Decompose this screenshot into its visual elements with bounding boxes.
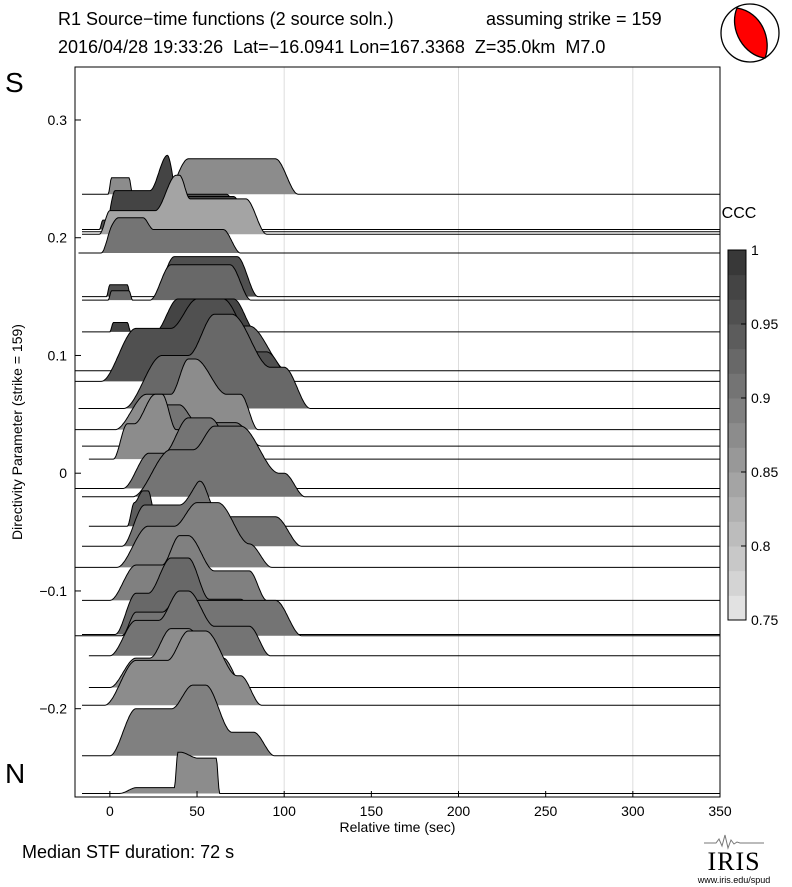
stf-trace-line: [82, 751, 720, 794]
stf-trace-line: [75, 417, 720, 489]
stf-trace-line: [75, 298, 720, 382]
colorbar-level: [728, 299, 746, 325]
plot-axes: 0 50 100 150 200 250 300 350 Relative time (sec)…: [9, 66, 732, 835]
colorbar-label: CCC: [722, 205, 757, 222]
iris-logo-text: IRIS: [707, 847, 761, 876]
event-info: 2016/04/28 19:33:26 Lat=−16.0941 Lon=167…: [58, 37, 606, 57]
x-tick-label: 100: [273, 803, 297, 819]
colorbar-tick-label: 1: [751, 242, 759, 258]
colorbar-level: [728, 496, 746, 522]
colorbar-tick-label: 0.95: [751, 316, 778, 332]
plot-frame: [74, 66, 721, 798]
stf-trace-line: [82, 480, 720, 547]
stf-trace-fill: [82, 631, 720, 706]
stf-trace-line: [82, 193, 720, 230]
stf-trace-line: [75, 502, 720, 568]
stf-trace-fill: [82, 685, 720, 756]
focal-compression-lobe: [733, 7, 768, 59]
stf-trace-line: [82, 684, 720, 757]
colorbar-level: [728, 348, 746, 374]
y-tick-label: 0.3: [48, 112, 68, 128]
iris-url[interactable]: www.iris.edu/spud: [697, 875, 771, 885]
colorbar-level: [728, 570, 746, 596]
stf-trace-line: [82, 158, 720, 195]
north-label: N: [5, 758, 26, 789]
stf-trace-fill: [78, 217, 720, 253]
focal-mechanism-icon: [720, 3, 780, 63]
stf-trace-fill: [82, 426, 720, 497]
colorbar-level: [728, 324, 746, 350]
colorbar-level: [728, 546, 746, 572]
colorbar-tick-label: 0.9: [751, 390, 771, 406]
colorbar-level: [728, 398, 746, 424]
colorbar-level: [728, 521, 746, 547]
strike-assumption: assuming strike = 159: [486, 9, 662, 29]
colorbar-level: [728, 472, 746, 498]
stf-traces: [75, 154, 720, 794]
stf-trace-fill: [82, 752, 720, 794]
colorbar-tick-label: 0.85: [751, 464, 778, 480]
colorbar-tick-label: 0.8: [751, 538, 771, 554]
stf-trace-fill: [88, 591, 720, 656]
colorbar-level: [728, 274, 746, 300]
stf-trace-fill: [75, 502, 720, 568]
stf-trace-line: [82, 256, 720, 298]
x-tick-label: 0: [106, 803, 114, 819]
iris-logo[interactable]: IRIS www.iris.edu/spud: [694, 831, 774, 885]
colorbar-frame: [727, 249, 747, 621]
median-duration: Median STF duration: 72 s: [22, 842, 235, 862]
y-axis-label: Directivity Parameter (strike = 159): [9, 324, 25, 540]
x-tick-label: 300: [621, 803, 645, 819]
y-tick-label: 0.2: [48, 230, 68, 246]
colorbar-level: [728, 373, 746, 399]
colorbar-level: [728, 422, 746, 448]
x-tick-label: 150: [360, 803, 384, 819]
seismogram-icon: [704, 834, 764, 850]
colorbar-level: [728, 447, 746, 473]
south-label: S: [5, 67, 24, 98]
colorbar-level: [728, 595, 746, 621]
stf-trace-fill: [88, 394, 720, 460]
stf-trace-line: [78, 217, 720, 254]
stf-trace-line: [82, 535, 720, 601]
stf-trace-line: [82, 557, 720, 635]
stf-trace-line: [78, 313, 720, 409]
stf-trace-fill: [82, 175, 720, 235]
x-tick-label: 250: [534, 803, 558, 819]
colorbar-tick-label: 0.75: [751, 612, 778, 628]
x-tick-label: 350: [708, 803, 732, 819]
chart-title: R1 Source−time functions (2 source soln.…: [58, 9, 394, 29]
y-tick-label: −0.2: [39, 701, 67, 717]
stf-trace-line: [75, 358, 720, 431]
y-tick-label: 0.1: [48, 347, 68, 363]
stf-trace-fill: [82, 535, 720, 601]
stf-trace-line: [82, 404, 720, 447]
colorbar-level: [728, 250, 746, 276]
stf-trace-fill: [82, 158, 720, 195]
stf-trace-line: [82, 630, 720, 706]
x-axis-label: Relative time (sec): [340, 819, 456, 835]
y-tick-label: −0.1: [39, 583, 67, 599]
stf-trace-fill: [78, 314, 720, 409]
stf-trace-line: [82, 174, 720, 235]
stf-trace-fill: [75, 359, 720, 430]
stf-trace-fill: [82, 264, 720, 301]
x-tick-label: 50: [189, 803, 205, 819]
stf-trace-fill: [82, 481, 720, 547]
y-tick-label: 0: [59, 465, 67, 481]
stf-trace-line: [82, 425, 720, 498]
stf-trace-line: [88, 590, 720, 657]
stf-trace-line: [82, 298, 720, 333]
stf-trace-line: [82, 264, 720, 301]
ccc-colorbar: 0.75 0.8 0.85 0.9 0.95 1 CCC: [722, 205, 779, 628]
x-tick-label: 200: [447, 803, 471, 819]
